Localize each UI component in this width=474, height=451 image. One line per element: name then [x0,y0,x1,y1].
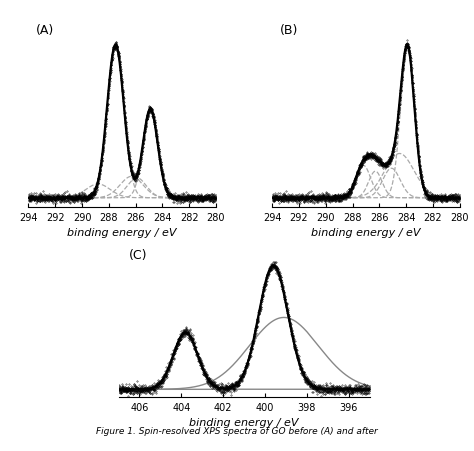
Text: (C): (C) [128,248,147,261]
X-axis label: binding energy / eV: binding energy / eV [311,228,421,238]
Text: (B): (B) [280,24,298,37]
Text: Figure 1. Spin-resolved XPS spectra of GO before (A) and after: Figure 1. Spin-resolved XPS spectra of G… [96,426,378,435]
Text: (A): (A) [36,24,54,37]
X-axis label: binding energy / eV: binding energy / eV [67,228,177,238]
X-axis label: binding energy / eV: binding energy / eV [189,417,299,427]
